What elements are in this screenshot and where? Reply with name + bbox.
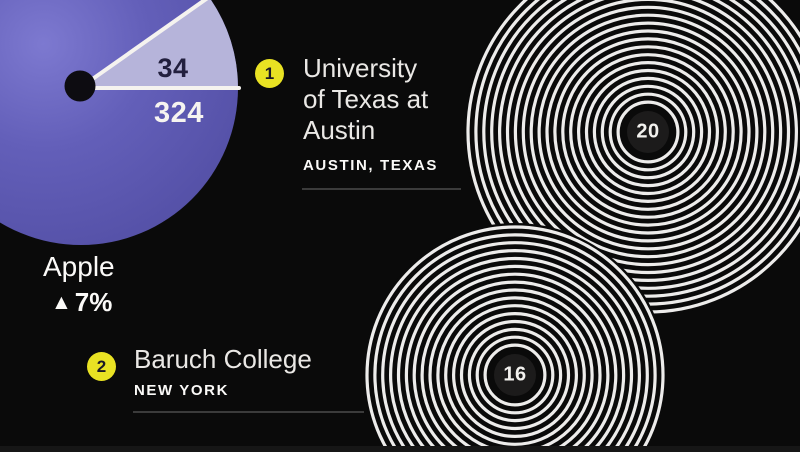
pie-total-value: 324 — [154, 97, 204, 129]
entry-1-location: AUSTIN, TEXAS — [303, 157, 438, 174]
pie-chart — [0, 0, 241, 245]
change-value: 7% — [74, 287, 113, 317]
rank-number: 2 — [96, 356, 107, 376]
entry-name-line: University — [303, 53, 418, 83]
pie-wedge — [81, 0, 238, 88]
rank-badge-1: 1 — [255, 59, 284, 88]
divider — [302, 188, 461, 190]
entry-1-name: University of Texas at Austin — [303, 53, 428, 146]
pie-slice-value: 34 — [157, 53, 189, 83]
ring-count-label-20: 20 — [636, 120, 660, 143]
entry-name-line: Baruch College — [134, 344, 312, 374]
pie-center-dot — [64, 70, 96, 102]
triangle-up-icon: ▲ — [51, 290, 72, 314]
ripple-rings-16 — [363, 223, 667, 452]
bottom-edge-strip — [0, 446, 800, 452]
ring-count-label-16: 16 — [503, 363, 527, 386]
entry-2-name: Baruch College — [134, 344, 312, 375]
company-name: Apple — [43, 251, 115, 282]
entry-name-line: Austin — [303, 115, 376, 145]
pie-wedge-line-upper — [82, 0, 209, 87]
rank-badge-2: 2 — [87, 352, 116, 381]
company-change: ▲ 7% — [51, 287, 112, 318]
divider — [133, 411, 364, 413]
entry-2-location: NEW YORK — [134, 382, 230, 399]
entry-name-line: of Texas at — [303, 84, 429, 114]
rank-number: 1 — [264, 63, 275, 83]
